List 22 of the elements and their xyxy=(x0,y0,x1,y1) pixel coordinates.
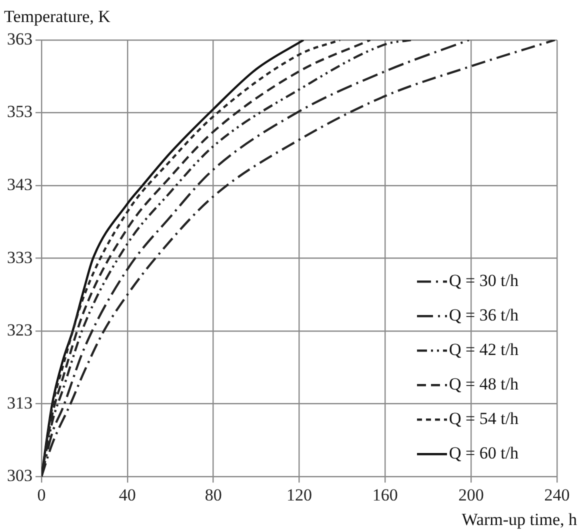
x-tick-label: 0 xyxy=(37,485,46,504)
y-tick-label: 333 xyxy=(7,248,32,267)
y-tick-label: 323 xyxy=(7,320,32,340)
legend-label: Q = 54 t/h xyxy=(449,409,520,428)
y-tick-label: 363 xyxy=(7,29,32,48)
x-tick-label: 120 xyxy=(286,485,312,504)
y-tick-label: 303 xyxy=(7,466,32,486)
x-tick-label: 160 xyxy=(372,485,398,504)
legend-label: Q = 30 t/h xyxy=(449,271,520,290)
y-axis-title: Temperature, K xyxy=(4,6,112,26)
x-tick-label: 80 xyxy=(204,485,222,504)
x-axis-title: Warm-up time, h xyxy=(462,510,578,529)
x-tick-label: 240 xyxy=(544,485,570,504)
x-tick-label: 200 xyxy=(458,485,484,504)
legend-label: Q = 36 t/h xyxy=(449,306,520,325)
legend-label: Q = 48 t/h xyxy=(449,374,520,394)
y-tick-label: 313 xyxy=(7,393,32,412)
x-tick-label: 40 xyxy=(118,485,136,504)
legend-label: Q = 60 t/h xyxy=(449,444,520,463)
y-tick-label: 353 xyxy=(7,102,32,122)
y-tick-label: 343 xyxy=(7,175,32,194)
legend-label: Q = 42 t/h xyxy=(449,340,520,360)
